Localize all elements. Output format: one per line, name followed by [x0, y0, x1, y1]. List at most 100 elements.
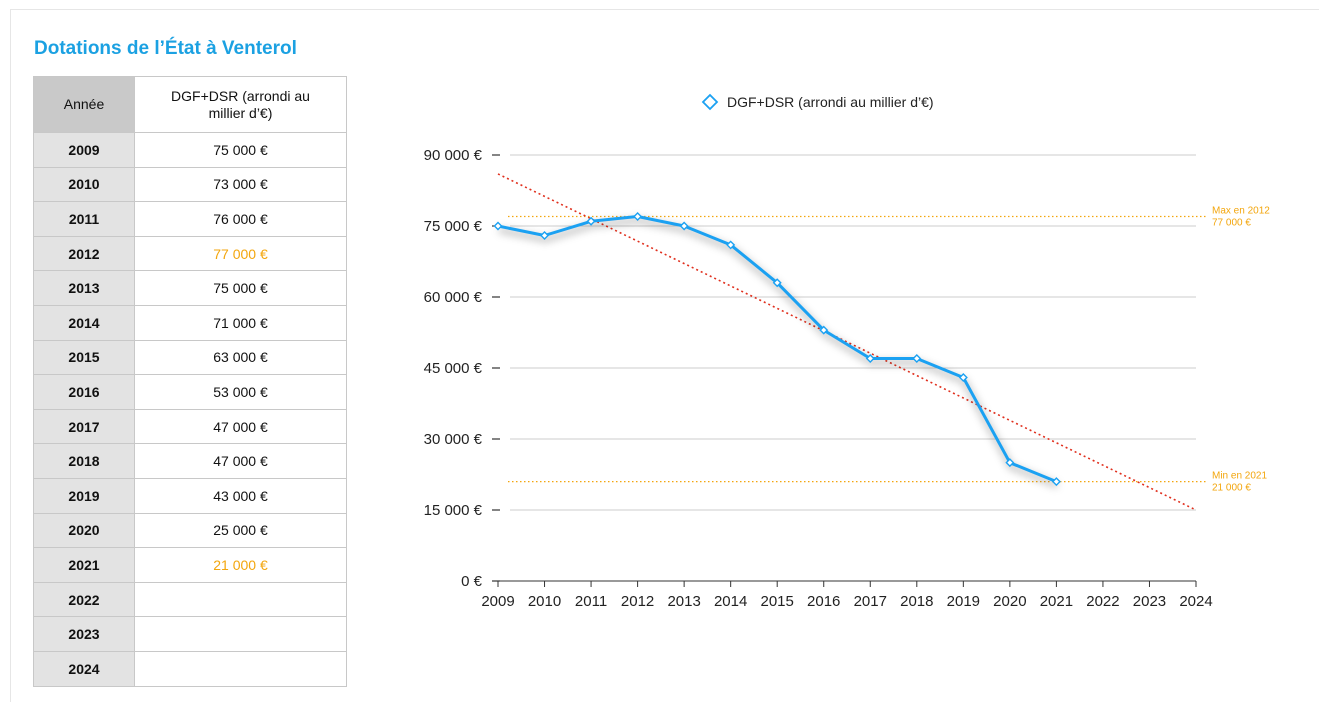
table-row: 2024	[33, 650, 347, 687]
row-value	[134, 650, 347, 687]
header-year: Année	[33, 76, 135, 133]
series-line	[497, 215, 1057, 483]
data-point	[1005, 458, 1015, 468]
row-year: 2024	[33, 650, 135, 687]
row-value: 77 000 €	[134, 235, 347, 272]
data-point	[726, 240, 736, 250]
x-tick-label: 2015	[761, 593, 794, 610]
table-row: 2016 53 000 €	[33, 374, 347, 410]
x-tick-label: 2018	[900, 593, 933, 610]
row-value: 71 000 €	[134, 304, 347, 341]
x-tick-label: 2024	[1179, 593, 1212, 610]
table-title: Dotations de l’État à Venterol	[34, 38, 297, 59]
row-year: 2013	[33, 270, 135, 306]
table-row: 2014 71 000 €	[33, 304, 347, 341]
reference-label-value: 77 000 €	[1212, 218, 1251, 229]
data-point	[540, 230, 550, 240]
data-table: Année DGF+DSR (arrondi au millier d’€) 2…	[33, 76, 347, 687]
table-row: 2012 77 000 €	[33, 235, 347, 272]
reference-label-value: 21 000 €	[1212, 483, 1251, 494]
y-tick-label: 15 000 €	[424, 502, 483, 519]
data-point	[586, 216, 596, 226]
row-value: 25 000 €	[134, 512, 347, 549]
reference-label-title: Max en 2012	[1212, 206, 1270, 217]
row-value: 21 000 €	[134, 547, 347, 583]
y-tick-label: 60 000 €	[424, 289, 483, 306]
table-row: 2015 63 000 €	[33, 339, 347, 376]
row-year: 2011	[33, 201, 135, 237]
row-year: 2018	[33, 443, 135, 479]
y-tick-label: 30 000 €	[424, 431, 483, 448]
row-value: 76 000 €	[134, 201, 347, 237]
row-year: 2010	[33, 166, 135, 203]
table-row: 2023	[33, 616, 347, 652]
x-tick-label: 2019	[947, 593, 980, 610]
y-tick-label: 90 000 €	[424, 147, 483, 164]
row-value	[134, 581, 347, 618]
x-tick-label: 2021	[1040, 593, 1073, 610]
row-year: 2023	[33, 616, 135, 652]
reference-label-title: Min en 2021	[1212, 471, 1267, 482]
data-point	[493, 221, 503, 231]
trendline	[497, 173, 1197, 511]
data-point	[772, 278, 782, 288]
x-tick-label: 2016	[807, 593, 840, 610]
table-row: 2018 47 000 €	[33, 443, 347, 479]
row-year: 2017	[33, 408, 135, 445]
table-row: 2013 75 000 €	[33, 270, 347, 306]
data-point	[679, 221, 689, 231]
table-row: 2011 76 000 €	[33, 201, 347, 237]
data-point	[958, 372, 968, 382]
row-year: 2016	[33, 374, 135, 410]
table-row: 2022	[33, 581, 347, 618]
table-row: 2010 73 000 €	[33, 166, 347, 203]
table-row: 2020 25 000 €	[33, 512, 347, 549]
row-value	[134, 616, 347, 652]
row-year: 2019	[33, 477, 135, 514]
table-row: 2009 75 000 €	[33, 132, 347, 168]
row-value: 75 000 €	[134, 132, 347, 168]
series-line-shadow	[498, 217, 1059, 489]
row-value: 63 000 €	[134, 339, 347, 376]
row-year: 2021	[33, 547, 135, 583]
table-header-row: Année DGF+DSR (arrondi au millier d’€)	[33, 76, 347, 133]
x-tick-label: 2012	[621, 593, 654, 610]
row-year: 2012	[33, 235, 135, 272]
table-row: 2019 43 000 €	[33, 477, 347, 514]
y-tick-label: 45 000 €	[424, 360, 483, 377]
legend-marker	[701, 93, 719, 111]
row-year: 2009	[33, 132, 135, 168]
x-tick-label: 2022	[1086, 593, 1119, 610]
x-tick-label: 2009	[481, 593, 514, 610]
data-point	[633, 212, 643, 222]
x-tick-label: 2017	[854, 593, 887, 610]
table-body: 2009 75 000 €2010 73 000 €2011 76 000 €2012…	[33, 132, 347, 687]
row-year: 2015	[33, 339, 135, 376]
x-tick-label: 2014	[714, 593, 747, 610]
line-chart: 0 € 15 000 € 30 000 € 45 000 € 60 000 € 75 00…	[424, 93, 1270, 610]
data-point	[819, 325, 829, 335]
x-tick-label: 2013	[667, 593, 700, 610]
row-value: 53 000 €	[134, 374, 347, 410]
table-row: 2017 47 000 €	[33, 408, 347, 445]
header-value: DGF+DSR (arrondi au millier d’€)	[134, 76, 347, 133]
data-point	[1051, 477, 1061, 487]
y-tick-label: 0 €	[461, 573, 483, 590]
x-tick-label: 2020	[993, 593, 1026, 610]
row-value: 47 000 €	[134, 408, 347, 445]
row-value: 75 000 €	[134, 270, 347, 306]
y-tick-label: 75 000 €	[424, 218, 483, 235]
data-point	[912, 354, 922, 364]
x-tick-label: 2023	[1133, 593, 1166, 610]
row-year: 2014	[33, 304, 135, 341]
row-value: 73 000 €	[134, 166, 347, 203]
legend-label: DGF+DSR (arrondi au millier d’€)	[727, 94, 934, 110]
table-row: 2021 21 000 €	[33, 547, 347, 583]
x-tick-label: 2011	[575, 593, 607, 610]
row-year: 2020	[33, 512, 135, 549]
frame	[10, 9, 1319, 702]
header-value-text: DGF+DSR (arrondi au millier d’€)	[171, 87, 310, 121]
row-value: 47 000 €	[134, 443, 347, 479]
row-year: 2022	[33, 581, 135, 618]
data-point	[865, 354, 875, 364]
